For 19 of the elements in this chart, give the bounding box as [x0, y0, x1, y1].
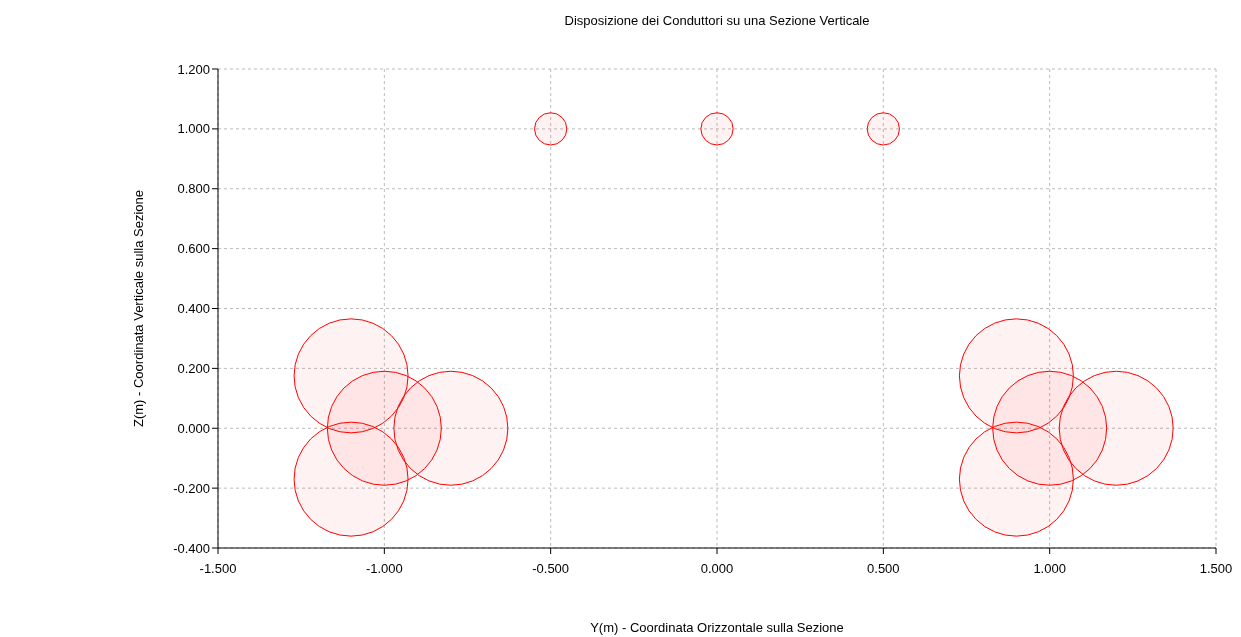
y-tick-label: 0.600 [177, 241, 210, 257]
x-tick-label: -0.500 [532, 561, 570, 577]
y-tick-label: -0.200 [173, 480, 210, 496]
x-tick-label: -1.000 [365, 561, 403, 577]
y-tick-label: 1.000 [177, 121, 210, 137]
x-tick-label: 0.500 [867, 561, 900, 577]
x-tick-label: -1.500 [199, 561, 237, 577]
y-tick-label: 0.200 [177, 360, 210, 376]
x-tick-label: 1.000 [1033, 561, 1066, 577]
y-tick-label: 0.800 [177, 181, 210, 197]
y-tick-label: -0.400 [173, 540, 210, 556]
x-axis-title: Y(m) - Coordinata Orizzontale sulla Sezione [589, 620, 845, 635]
chart-title: Disposizione dei Conduttori su una Sezione Verticale [563, 13, 871, 28]
y-axis-title: Z(m) - Coordinata Verticale sulla Sezione [130, 190, 146, 427]
y-tick-label: 0.000 [177, 420, 210, 436]
x-tick-label: 1.500 [1199, 561, 1233, 577]
y-tick-label: 1.200 [177, 61, 210, 77]
x-tick-label: 0.000 [700, 561, 734, 577]
y-tick-label: 0.400 [177, 301, 210, 317]
